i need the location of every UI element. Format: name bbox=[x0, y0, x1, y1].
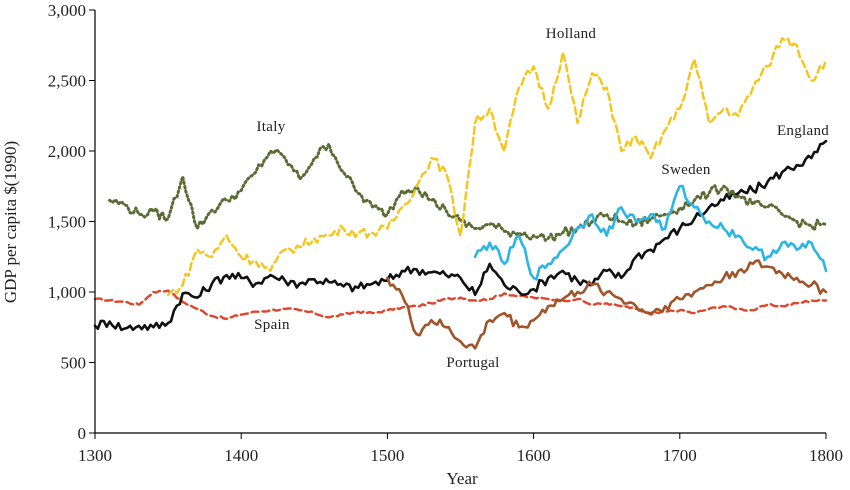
y-tick-label: 3,000 bbox=[48, 1, 86, 20]
series-line-spain bbox=[93, 289, 828, 320]
x-tick-label: 1300 bbox=[78, 446, 112, 465]
series-label-england: England bbox=[777, 123, 829, 139]
series-label-holland: Holland bbox=[546, 26, 597, 42]
y-tick-label: 500 bbox=[61, 354, 87, 373]
x-tick-label: 1400 bbox=[224, 446, 258, 465]
series-label-sweden: Sweden bbox=[661, 162, 710, 178]
series-label-portugal: Portugal bbox=[446, 355, 499, 371]
y-tick-label: 2,000 bbox=[48, 142, 86, 161]
y-tick-label: 1,500 bbox=[48, 213, 86, 232]
y-tick-label: 0 bbox=[78, 424, 87, 443]
x-axis-title: Year bbox=[446, 469, 478, 488]
y-axis-title: GDP per capita $(1990) bbox=[1, 141, 20, 303]
y-tick-label: 1,000 bbox=[48, 283, 86, 302]
series-line-sweden bbox=[473, 184, 828, 281]
labels-layer: Holland Italy England Sweden Spain Portugal bbox=[254, 26, 829, 371]
series-line-portugal bbox=[386, 259, 828, 350]
x-tick-label: 1600 bbox=[517, 446, 551, 465]
series-layer bbox=[93, 37, 828, 350]
x-tick-label: 1800 bbox=[809, 446, 843, 465]
x-tick-label: 1700 bbox=[663, 446, 697, 465]
series-label-italy: Italy bbox=[257, 119, 286, 135]
y-tick-label: 2,500 bbox=[48, 72, 86, 91]
x-tick-label: 1500 bbox=[370, 446, 404, 465]
series-label-spain: Spain bbox=[254, 317, 290, 333]
ticks-layer: 0 500 1,000 1,500 2,000 2,500 3,000 1300 1400 150… bbox=[48, 1, 843, 465]
series-line-holland bbox=[166, 37, 828, 296]
series-line-italy bbox=[108, 142, 828, 243]
series-line-england bbox=[93, 139, 828, 332]
